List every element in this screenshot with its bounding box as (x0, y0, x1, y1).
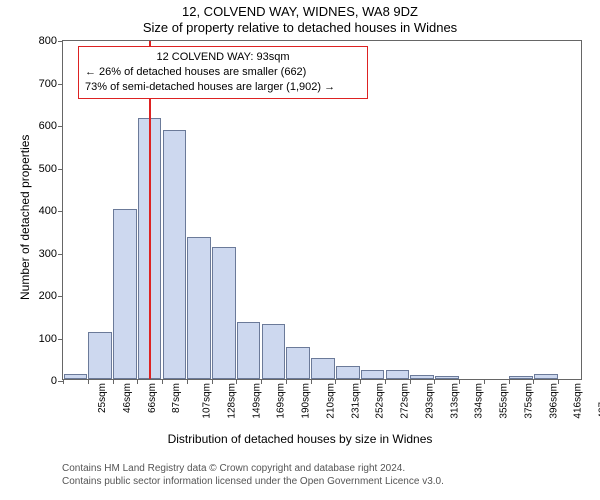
x-tick-mark (558, 379, 559, 384)
x-tick-label: 149sqm (251, 383, 262, 419)
x-tick-label: 190sqm (301, 383, 312, 419)
x-tick-mark (88, 379, 89, 384)
x-tick-mark (434, 379, 435, 384)
x-tick-mark (261, 379, 262, 384)
x-tick-mark (459, 379, 460, 384)
histogram-bar (262, 324, 286, 379)
annotation-line: 73% of semi-detached houses are larger (… (85, 80, 361, 95)
histogram-bar (187, 237, 211, 379)
x-tick-mark (113, 379, 114, 384)
histogram-bar (534, 374, 558, 379)
y-tick-mark (58, 84, 63, 85)
x-tick-mark (509, 379, 510, 384)
x-tick-label: 231sqm (350, 383, 361, 419)
x-tick-label: 375sqm (524, 383, 535, 419)
x-tick-mark (137, 379, 138, 384)
histogram-bar (311, 358, 335, 379)
x-tick-mark (410, 379, 411, 384)
annotation-box: 12 COLVEND WAY: 93sqm← 26% of detached h… (78, 46, 368, 99)
x-tick-label: 210sqm (325, 383, 336, 419)
histogram-bar (88, 332, 112, 379)
x-tick-label: 313sqm (449, 383, 460, 419)
histogram-bar (509, 376, 533, 379)
histogram-bar (237, 322, 261, 379)
footer-line1: Contains HM Land Registry data © Crown c… (62, 462, 444, 475)
y-tick-label: 600 (39, 120, 57, 132)
x-tick-mark (162, 379, 163, 384)
y-tick-label: 300 (39, 248, 57, 260)
x-tick-label: 107sqm (202, 383, 213, 419)
x-tick-label: 25sqm (97, 383, 108, 413)
y-tick-mark (58, 339, 63, 340)
x-tick-label: 66sqm (147, 383, 158, 413)
histogram-bar (163, 130, 187, 379)
x-tick-label: 293sqm (424, 383, 435, 419)
y-tick-label: 500 (39, 163, 57, 175)
footer-attribution: Contains HM Land Registry data © Crown c… (62, 462, 444, 488)
y-axis-label: Number of detached properties (18, 135, 32, 300)
x-tick-mark (311, 379, 312, 384)
y-tick-label: 400 (39, 205, 57, 217)
title-line1: 12, COLVEND WAY, WIDNES, WA8 9DZ (0, 4, 600, 19)
y-tick-mark (58, 254, 63, 255)
x-tick-label: 272sqm (400, 383, 411, 419)
x-tick-mark (212, 379, 213, 384)
x-tick-mark (385, 379, 386, 384)
x-tick-label: 169sqm (276, 383, 287, 419)
x-tick-mark (187, 379, 188, 384)
histogram-bar (386, 370, 410, 379)
x-tick-label: 128sqm (226, 383, 237, 419)
y-tick-label: 100 (39, 333, 57, 345)
y-tick-label: 800 (39, 35, 57, 47)
histogram-bar (361, 370, 385, 379)
x-tick-mark (533, 379, 534, 384)
x-tick-mark (360, 379, 361, 384)
y-tick-mark (58, 169, 63, 170)
y-tick-label: 0 (51, 375, 57, 387)
x-tick-mark (335, 379, 336, 384)
x-tick-mark (63, 379, 64, 384)
x-tick-mark (484, 379, 485, 384)
chart-wrapper: 12, COLVEND WAY, WIDNES, WA8 9DZ Size of… (0, 0, 600, 500)
x-tick-label: 396sqm (548, 383, 559, 419)
y-tick-mark (58, 211, 63, 212)
y-tick-mark (58, 41, 63, 42)
histogram-bar (410, 375, 434, 379)
x-tick-label: 355sqm (499, 383, 510, 419)
y-tick-mark (58, 126, 63, 127)
x-tick-label: 46sqm (122, 383, 133, 413)
y-tick-mark (58, 296, 63, 297)
footer-line2: Contains public sector information licen… (62, 475, 444, 488)
histogram-bar (336, 366, 360, 379)
histogram-bar (113, 209, 137, 379)
histogram-bar (64, 374, 88, 379)
title-line2: Size of property relative to detached ho… (0, 20, 600, 35)
x-axis-label: Distribution of detached houses by size … (0, 432, 600, 446)
x-tick-label: 334sqm (474, 383, 485, 419)
x-tick-label: 416sqm (573, 383, 584, 419)
x-tick-label: 87sqm (171, 383, 182, 413)
x-tick-mark (286, 379, 287, 384)
x-tick-mark (236, 379, 237, 384)
y-tick-label: 700 (39, 78, 57, 90)
annotation-line: ← 26% of detached houses are smaller (66… (85, 65, 361, 80)
histogram-bar (212, 247, 236, 379)
y-tick-label: 200 (39, 290, 57, 302)
histogram-bar (286, 347, 310, 379)
annotation-line: 12 COLVEND WAY: 93sqm (85, 50, 361, 65)
histogram-bar (435, 376, 459, 379)
x-tick-label: 252sqm (375, 383, 386, 419)
